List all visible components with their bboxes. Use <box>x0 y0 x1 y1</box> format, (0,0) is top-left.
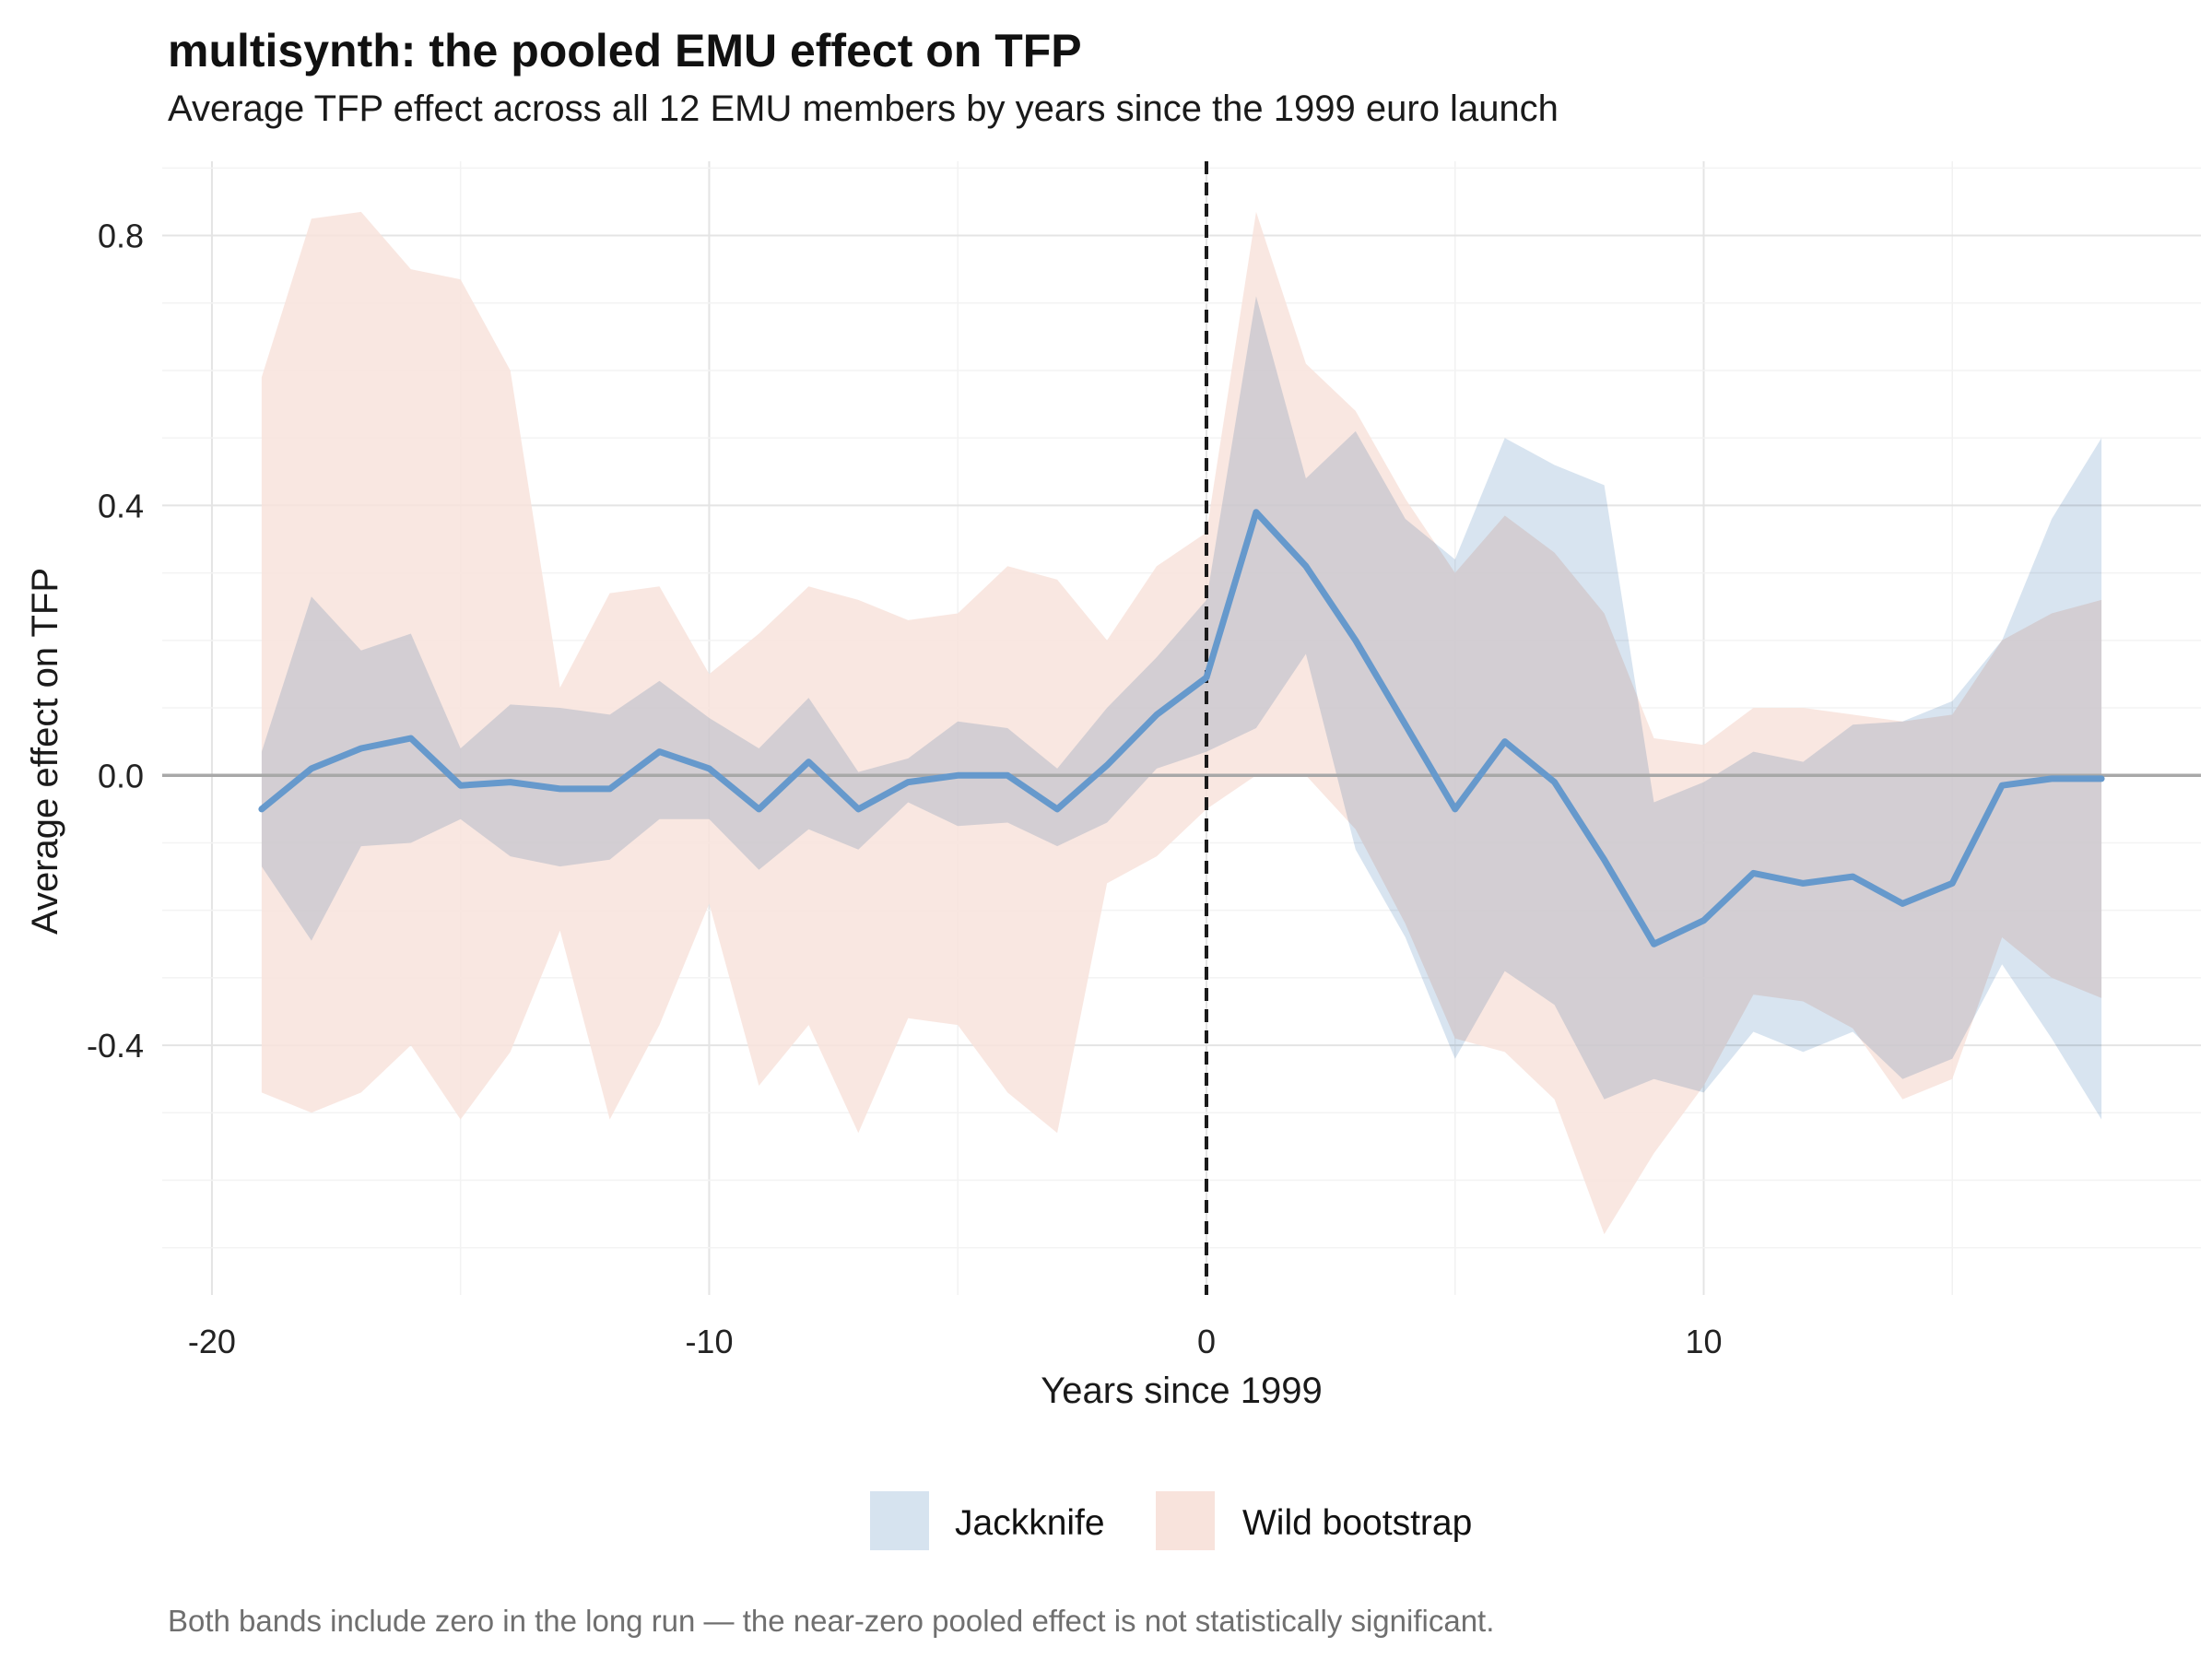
y-axis-title: Average effect on TFP <box>25 568 65 935</box>
y-tick-label: 0.8 <box>98 218 144 255</box>
band-jackknife <box>261 296 2102 1120</box>
pooled-effect-line <box>258 509 2105 947</box>
legend-swatch-jackknife <box>870 1491 929 1550</box>
x-axis-title: Years since 1999 <box>1041 1371 1322 1411</box>
reference-lines <box>162 161 2201 1295</box>
x-tick-label: 0 <box>1197 1323 1216 1360</box>
x-tick-label: -20 <box>188 1323 236 1360</box>
y-tick-label: -0.4 <box>87 1027 144 1065</box>
legend-label-wild-bootstrap: Wild bootstrap <box>1242 1503 1472 1543</box>
legend-label-jackknife: Jackknife <box>955 1503 1105 1543</box>
tick-labels: -20 -10 0 10 -0.4 0.0 0.4 0.8 <box>87 218 1723 1360</box>
estimate-line-group <box>258 509 2105 947</box>
confidence-bands <box>261 211 2102 1235</box>
legend-swatch-wild-bootstrap <box>1156 1491 1215 1550</box>
x-tick-label: -10 <box>685 1323 733 1360</box>
x-tick-label: 10 <box>1685 1323 1722 1360</box>
legend: Jackknife Wild bootstrap <box>870 1491 1472 1550</box>
chart-subtitle: Average TFP effect across all 12 EMU mem… <box>168 88 1559 129</box>
y-tick-label: 0.4 <box>98 487 144 524</box>
y-tick-label: 0.0 <box>98 757 144 794</box>
axis-titles: Years since 1999 Average effect on TFP <box>25 568 1323 1411</box>
chart-caption: Both bands include zero in the long run … <box>168 1604 1495 1638</box>
chart-title: multisynth: the pooled EMU effect on TFP <box>168 25 1082 76</box>
